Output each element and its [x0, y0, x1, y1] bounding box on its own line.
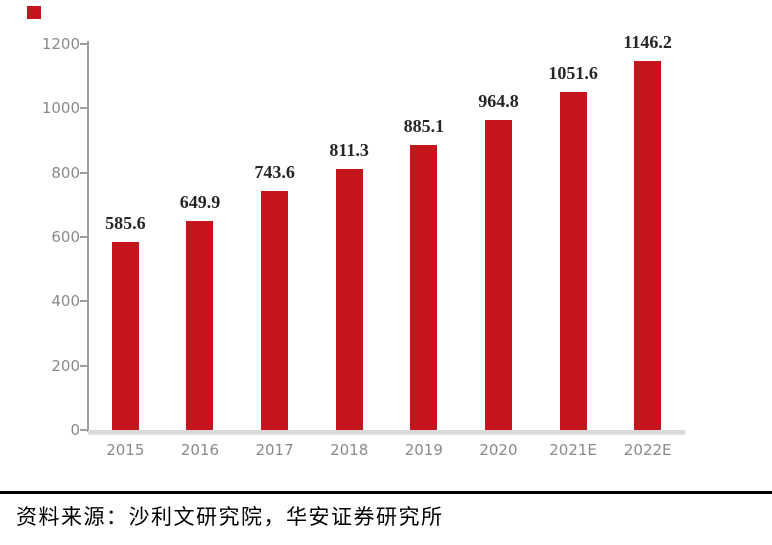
x-tick-label: 2016 [180, 441, 220, 459]
y-tick-label: 800 [51, 163, 80, 182]
bar-value-label: 585.6 [105, 212, 146, 233]
bar [335, 169, 363, 430]
x-tick-label: 2020 [479, 441, 518, 459]
x-tick-label: 2022E [623, 441, 672, 459]
x-axis-line [88, 430, 685, 434]
bar [111, 241, 139, 430]
bar-chart: 0 200 400 600 800 1000 1200 585.6 2015 649.9 2016 7… [41, 32, 685, 459]
y-tick-mark [80, 171, 87, 174]
bar-value-label: 1146.2 [623, 32, 672, 53]
y-tick-mark [80, 43, 87, 45]
bar [634, 61, 662, 430]
y-tick-label: 400 [51, 292, 80, 311]
footer-divider [0, 491, 772, 494]
bar-value-label: 811.3 [329, 140, 369, 161]
bar-value-label: 743.6 [254, 161, 295, 182]
section-bullet-icon [27, 6, 41, 19]
x-tick-label: 2021E [549, 441, 597, 459]
bar-value-label: 964.8 [478, 90, 519, 111]
y-tick-label: 600 [51, 228, 80, 246]
bar-value-label: 1051.6 [548, 62, 598, 83]
source-text: 资料来源：沙利文研究院，华安证券研究所 [16, 505, 444, 529]
x-tick-label: 2018 [330, 441, 369, 459]
bar-value-label: 885.1 [403, 116, 445, 137]
y-tick-mark [80, 429, 87, 431]
x-tick-label: 2017 [255, 441, 294, 459]
y-tick-label: 1000 [41, 99, 80, 118]
bar [410, 145, 438, 430]
bar [559, 91, 587, 430]
y-tick-mark [80, 364, 87, 367]
y-tick-label: 1200 [41, 35, 80, 53]
bar [261, 190, 289, 430]
bar [186, 220, 214, 430]
bar [484, 119, 512, 430]
y-tick-mark [80, 236, 87, 238]
y-tick-label: 200 [51, 356, 80, 375]
y-tick-mark [80, 300, 87, 303]
x-tick-label: 2015 [106, 441, 145, 459]
bar-value-label: 649.9 [179, 191, 221, 212]
y-tick-mark [80, 107, 87, 110]
y-tick-label: 0 [70, 421, 80, 439]
y-axis-line [87, 41, 89, 432]
x-tick-label: 2019 [404, 441, 443, 459]
